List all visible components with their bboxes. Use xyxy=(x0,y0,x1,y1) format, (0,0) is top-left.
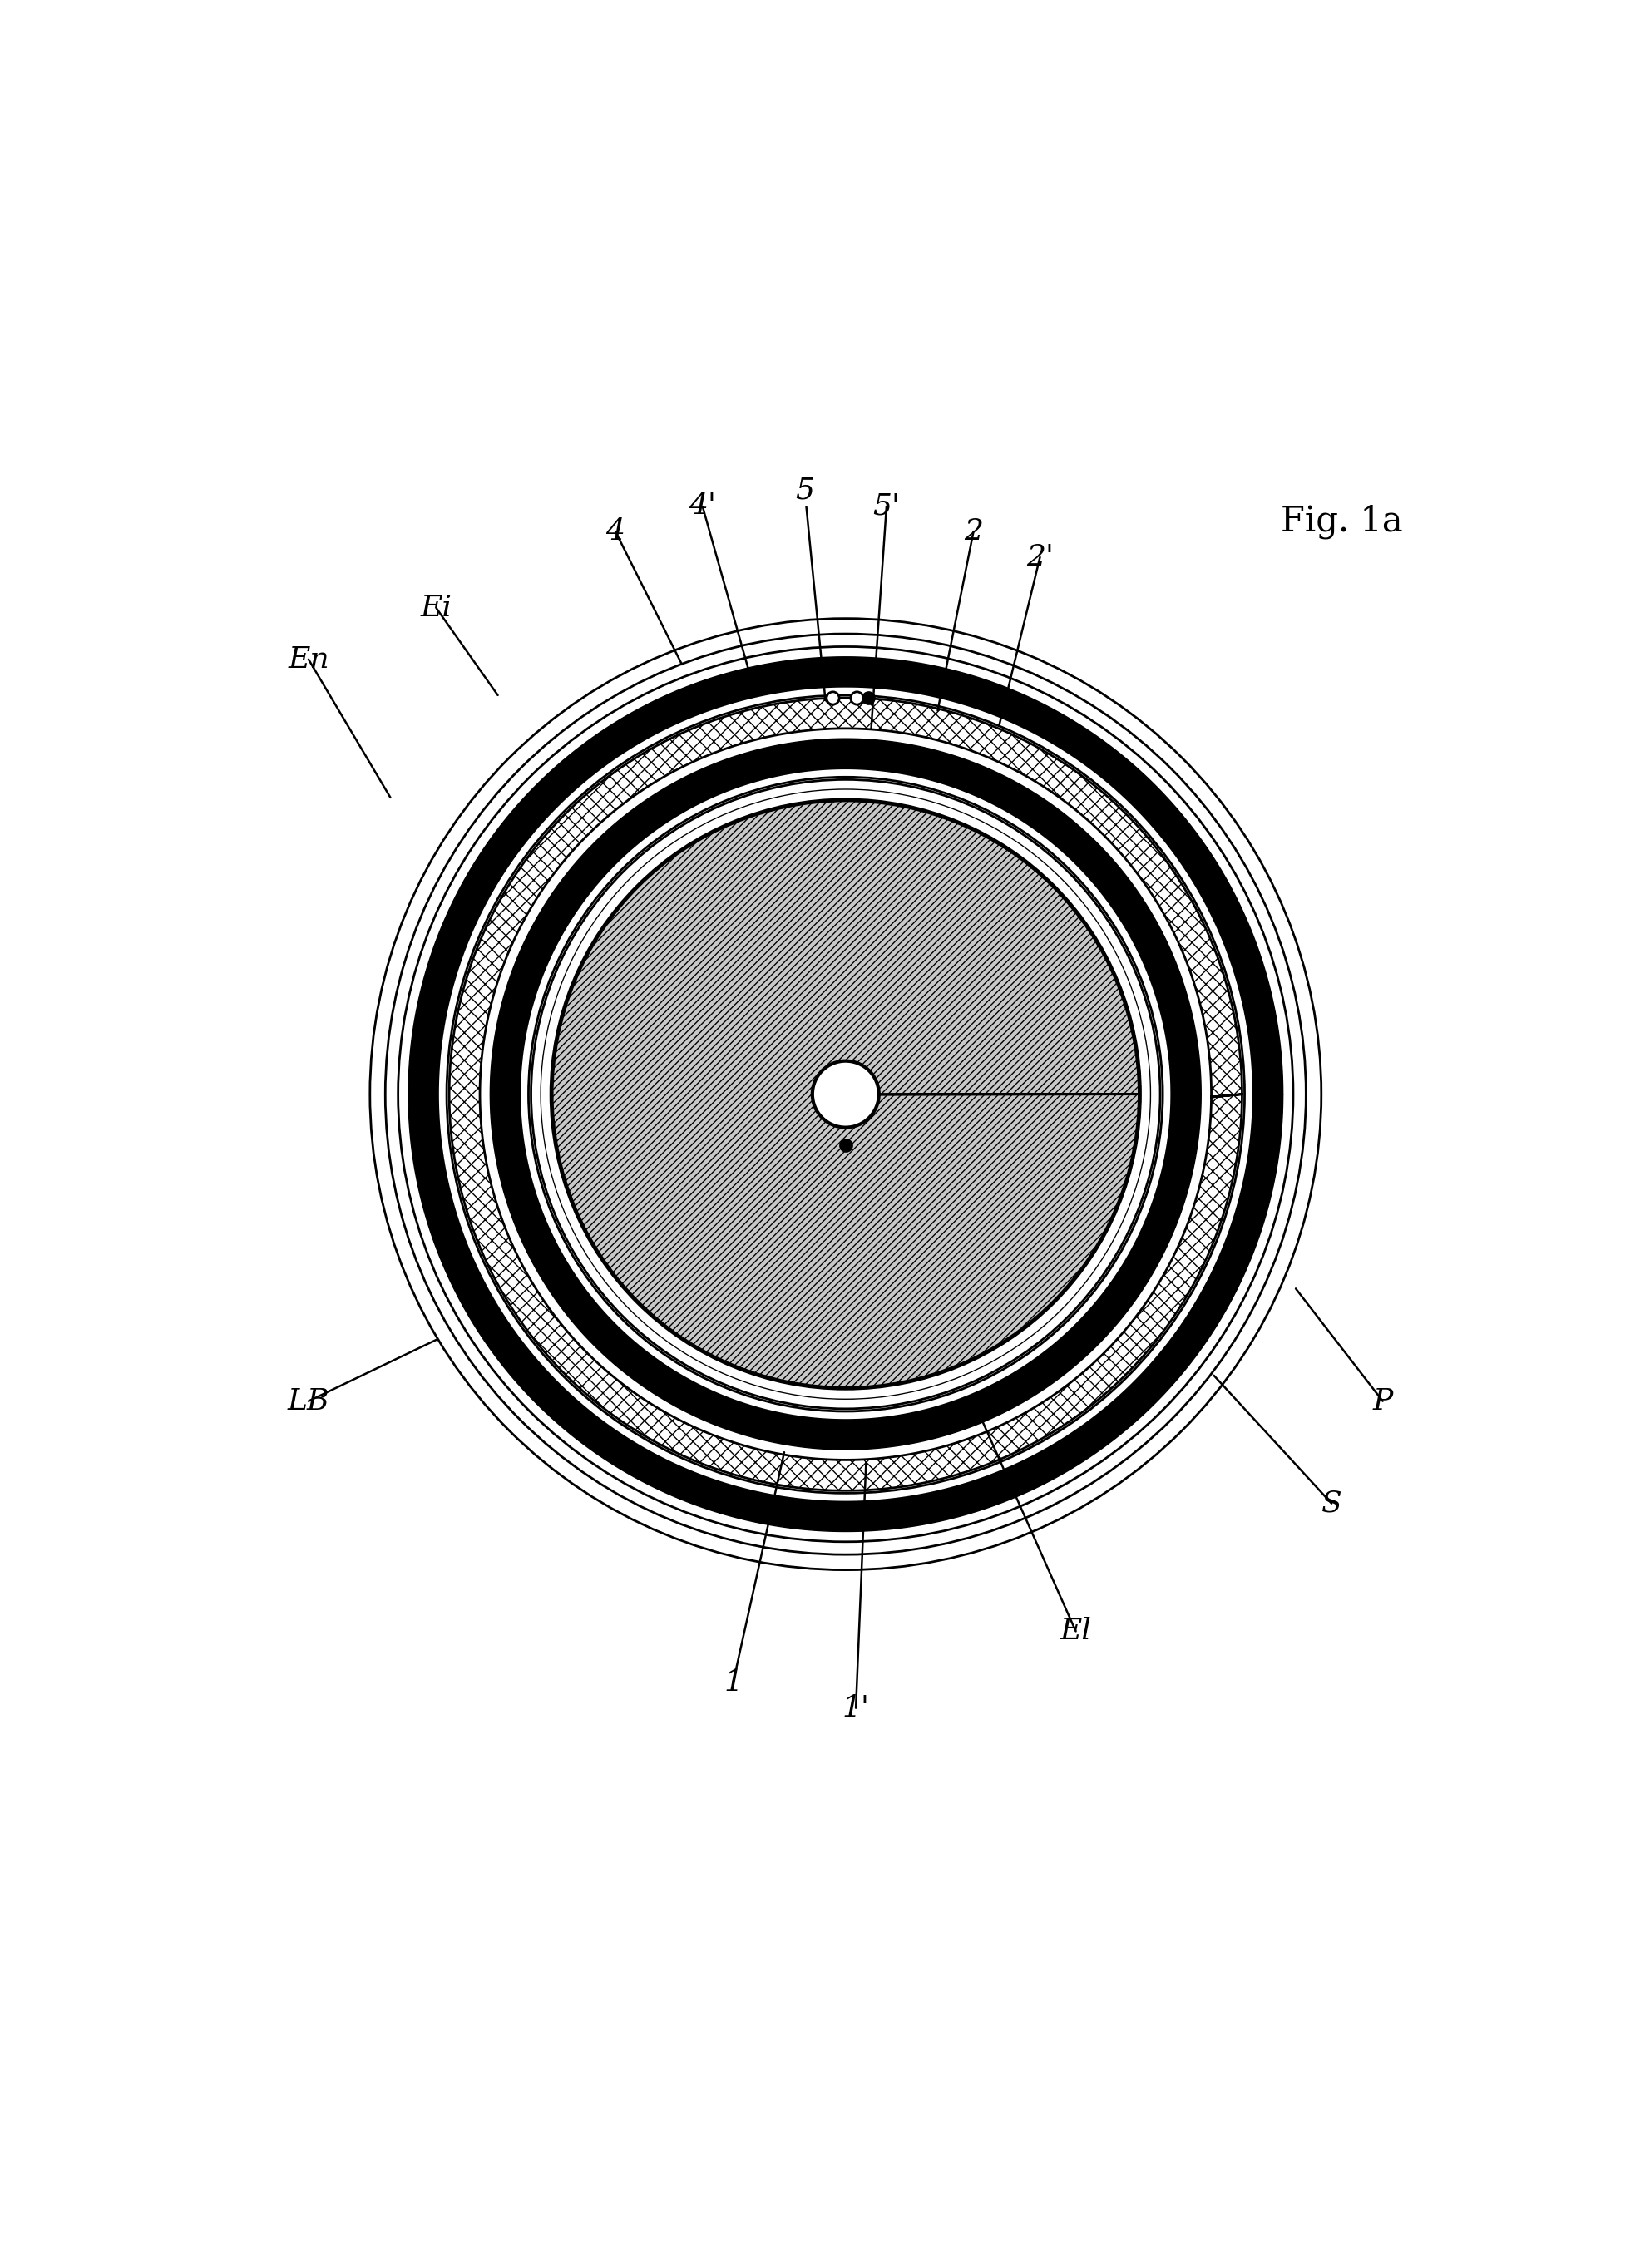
Text: LB: LB xyxy=(287,1388,330,1415)
Circle shape xyxy=(333,583,1356,1606)
Text: S: S xyxy=(1322,1490,1341,1517)
Text: 2: 2 xyxy=(964,517,983,547)
Polygon shape xyxy=(541,789,1150,1399)
Text: Fig. 1a: Fig. 1a xyxy=(1280,503,1402,540)
Polygon shape xyxy=(551,801,1140,1388)
Text: Ei: Ei xyxy=(421,594,452,621)
Polygon shape xyxy=(449,699,1242,1490)
Text: En: En xyxy=(287,646,330,674)
Text: 5': 5' xyxy=(873,492,901,519)
Polygon shape xyxy=(408,658,1284,1531)
Text: 5: 5 xyxy=(795,476,813,506)
Polygon shape xyxy=(521,769,1170,1420)
Text: P: P xyxy=(1373,1388,1393,1415)
Text: 1': 1' xyxy=(842,1694,870,1721)
Text: 2': 2' xyxy=(1026,542,1054,572)
Text: 1: 1 xyxy=(724,1669,743,1696)
Polygon shape xyxy=(439,687,1252,1501)
Text: El: El xyxy=(1059,1617,1092,1644)
Polygon shape xyxy=(490,739,1201,1449)
Text: 4: 4 xyxy=(606,517,625,547)
Circle shape xyxy=(812,1061,879,1127)
Text: 4': 4' xyxy=(688,492,716,519)
